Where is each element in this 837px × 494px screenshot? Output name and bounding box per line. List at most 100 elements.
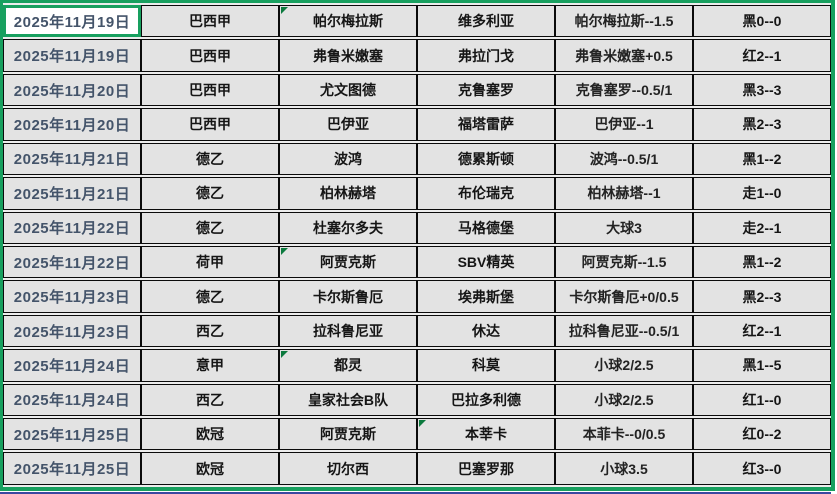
cell-away-team[interactable]: 本莘卡 [417,418,555,451]
cell-league[interactable]: 西乙 [141,314,279,348]
cell-away-team[interactable]: 维多利亚 [417,5,555,38]
cell-league[interactable]: 欧冠 [141,452,279,485]
cell-away-team[interactable]: 巴塞罗那 [417,452,555,485]
error-flag-triangle-icon [281,247,288,255]
table-row: 2025年11月24日 意甲 都灵 科莫 小球2/2.5 黑1--5 [3,349,831,382]
cell-league[interactable]: 欧冠 [141,418,279,451]
cell-handicap[interactable]: 小球2/2.5 [555,349,693,382]
cell-date[interactable]: 2025年11月22日 [3,211,141,244]
cell-date[interactable]: 2025年11月25日 [3,452,141,485]
cell-league[interactable]: 德乙 [141,211,279,244]
matches-table: 2025年11月19日 巴西甲 帕尔梅拉斯 维多利亚 帕尔梅拉斯--1.5 黑0--0 20… [3,3,831,487]
cell-result[interactable]: 黑1--5 [693,349,831,382]
cell-away-team[interactable]: 埃弗斯堡 [417,280,555,313]
cell-handicap[interactable]: 帕尔梅拉斯--1.5 [555,5,693,38]
cell-league[interactable]: 意甲 [141,349,279,382]
cell-home-team[interactable]: 卡尔斯鲁厄 [279,280,417,313]
cell-result[interactable]: 红1--0 [693,383,831,417]
cell-handicap[interactable]: 大球3 [555,211,693,244]
table-row: 2025年11月25日 欧冠 切尔西 巴塞罗那 小球3.5 红3--0 [3,452,831,485]
cell-league[interactable]: 巴西甲 [141,39,279,72]
cell-home-team[interactable]: 弗鲁米嫩塞 [279,39,417,72]
table-row: 2025年11月23日 西乙 拉科鲁尼亚 休达 拉科鲁尼亚--0.5/1 红2--1 [3,314,831,348]
cell-away-team[interactable]: 克鲁塞罗 [417,73,555,107]
table-row: 2025年11月20日 巴西甲 尤文图德 克鲁塞罗 克鲁塞罗--0.5/1 黑3--3 [3,73,831,107]
error-flag-triangle-icon [281,7,288,14]
cell-league[interactable]: 荷甲 [141,245,279,279]
cell-result[interactable]: 红2--1 [693,314,831,348]
cell-date[interactable]: 2025年11月20日 [3,73,141,107]
cell-date[interactable]: 2025年11月21日 [3,177,141,210]
table-row: 2025年11月22日 德乙 杜塞尔多夫 马格德堡 大球3 走2--1 [3,211,831,244]
cell-date[interactable]: 2025年11月19日 [3,39,141,72]
cell-home-team[interactable]: 尤文图德 [279,73,417,107]
cell-away-team[interactable]: 德累斯顿 [417,142,555,176]
cell-result[interactable]: 黑0--0 [693,5,831,38]
cell-date[interactable]: 2025年11月22日 [3,245,141,279]
table-row: 2025年11月21日 德乙 波鸿 德累斯顿 波鸿--0.5/1 黑1--2 [3,142,831,176]
cell-handicap[interactable]: 巴伊亚--1 [555,108,693,141]
cell-handicap[interactable]: 小球2/2.5 [555,383,693,417]
cell-result[interactable]: 红0--2 [693,418,831,451]
cell-league[interactable]: 德乙 [141,177,279,210]
cell-result[interactable]: 黑2--3 [693,280,831,313]
cell-league[interactable]: 巴西甲 [141,73,279,107]
cell-away-team[interactable]: 休达 [417,314,555,348]
cell-handicap[interactable]: 弗鲁米嫩塞+0.5 [555,39,693,72]
cell-handicap[interactable]: 波鸿--0.5/1 [555,142,693,176]
cell-date[interactable]: 2025年11月21日 [3,142,141,176]
cell-home-team[interactable]: 拉科鲁尼亚 [279,314,417,348]
cell-handicap[interactable]: 小球3.5 [555,452,693,485]
cell-date[interactable]: 2025年11月24日 [3,349,141,382]
cell-result[interactable]: 黑1--2 [693,245,831,279]
cell-home-team[interactable]: 杜塞尔多夫 [279,211,417,244]
cell-date[interactable]: 2025年11月23日 [3,280,141,313]
cell-league[interactable]: 巴西甲 [141,5,279,38]
cell-away-team[interactable]: 科莫 [417,349,555,382]
cell-home-team[interactable]: 阿贾克斯 [279,418,417,451]
table-row: 2025年11月22日 荷甲 阿贾克斯 SBV精英 阿贾克斯--1.5 黑1--2 [3,245,831,279]
cell-date[interactable]: 2025年11月20日 [3,108,141,141]
matches-table-body: 2025年11月19日 巴西甲 帕尔梅拉斯 维多利亚 帕尔梅拉斯--1.5 黑0--0 20… [3,5,831,485]
cell-result[interactable]: 红3--0 [693,452,831,485]
table-row: 2025年11月19日 巴西甲 弗鲁米嫩塞 弗拉门戈 弗鲁米嫩塞+0.5 红2--1 [3,39,831,72]
error-flag-triangle-icon [419,420,426,428]
cell-handicap[interactable]: 卡尔斯鲁厄+0/0.5 [555,280,693,313]
cell-result[interactable]: 黑2--3 [693,108,831,141]
cell-handicap[interactable]: 克鲁塞罗--0.5/1 [555,73,693,107]
table-row: 2025年11月24日 西乙 皇家社会B队 巴拉多利德 小球2/2.5 红1--0 [3,383,831,417]
cell-away-team[interactable]: 巴拉多利德 [417,383,555,417]
cell-result[interactable]: 黑3--3 [693,73,831,107]
cell-date[interactable]: 2025年11月25日 [3,418,141,451]
cell-home-team[interactable]: 切尔西 [279,452,417,485]
cell-away-team[interactable]: 马格德堡 [417,211,555,244]
cell-league[interactable]: 巴西甲 [141,108,279,141]
cell-league[interactable]: 西乙 [141,383,279,417]
cell-handicap[interactable]: 本菲卡--0/0.5 [555,418,693,451]
cell-result[interactable]: 黑1--2 [693,142,831,176]
cell-handicap[interactable]: 拉科鲁尼亚--0.5/1 [555,314,693,348]
error-flag-triangle-icon [281,351,288,359]
cell-home-team[interactable]: 巴伊亚 [279,108,417,141]
cell-result[interactable]: 红2--1 [693,39,831,72]
cell-home-team[interactable]: 皇家社会B队 [279,383,417,417]
cell-home-team[interactable]: 阿贾克斯 [279,245,417,279]
cell-home-team[interactable]: 帕尔梅拉斯 [279,5,417,38]
cell-league[interactable]: 德乙 [141,142,279,176]
cell-away-team[interactable]: SBV精英 [417,245,555,279]
active-cell[interactable]: 2025年11月19日 [3,5,141,38]
cell-away-team[interactable]: 福塔雷萨 [417,108,555,141]
cell-handicap[interactable]: 柏林赫塔--1 [555,177,693,210]
cell-home-team[interactable]: 都灵 [279,349,417,382]
cell-home-team[interactable]: 波鸿 [279,142,417,176]
cell-date[interactable]: 2025年11月24日 [3,383,141,417]
cell-league[interactable]: 德乙 [141,280,279,313]
cell-away-team[interactable]: 弗拉门戈 [417,39,555,72]
cell-result[interactable]: 走1--0 [693,177,831,210]
cell-result[interactable]: 走2--1 [693,211,831,244]
table-row: 2025年11月19日 巴西甲 帕尔梅拉斯 维多利亚 帕尔梅拉斯--1.5 黑0--0 [3,5,831,38]
cell-handicap[interactable]: 阿贾克斯--1.5 [555,245,693,279]
cell-date[interactable]: 2025年11月23日 [3,314,141,348]
cell-away-team[interactable]: 布伦瑞克 [417,177,555,210]
cell-home-team[interactable]: 柏林赫塔 [279,177,417,210]
